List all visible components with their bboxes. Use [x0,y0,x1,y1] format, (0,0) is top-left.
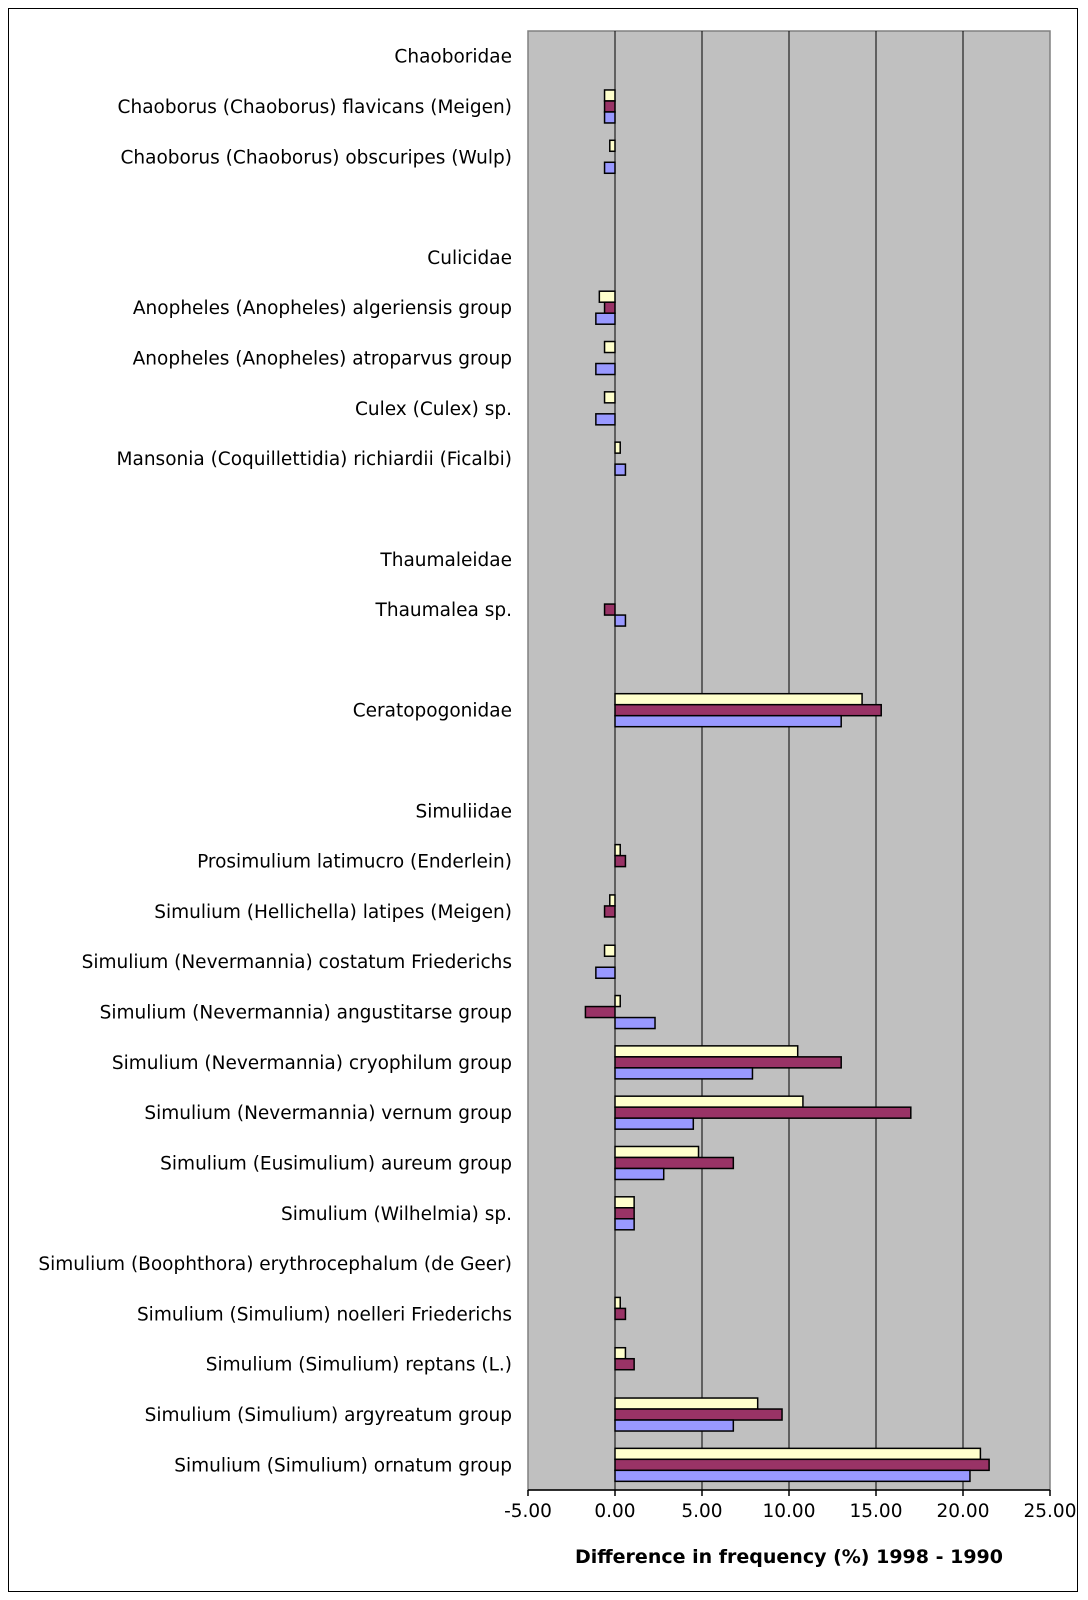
bar [614,1016,656,1030]
bar [603,301,616,314]
x-tick-label: 10.00 [763,1501,816,1522]
bar [595,966,616,979]
x-axis: -5.00 0.00 5.00 10.00 15.00 20.00 25.00 [504,1489,1077,1522]
bar [595,312,616,325]
bar [614,714,842,728]
bar [614,1346,627,1360]
category-label: Chaoborus (Chaoborus) obscuripes (Wulp) [120,147,512,168]
bar [614,994,621,1008]
category-label: Simulium (Simulium) argyreatum group [145,1405,512,1426]
bar [614,1056,842,1069]
category-label: Simulium (Nevermannia) vernum group [144,1103,512,1124]
bar [614,1397,759,1410]
category-label: Simulium (Simulium) noelleri Friederichs [137,1304,512,1325]
bar [603,340,616,354]
category-label: Simulium (Hellichella) latipes (Meigen) [154,902,512,923]
bar [614,1296,621,1310]
bar [614,1095,804,1108]
category-label: Anopheles (Anopheles) algeriensis group [133,298,512,319]
category-label: Thaumalea sp. [375,600,512,621]
bar [603,905,616,918]
bar [595,413,616,426]
bar [614,1117,695,1130]
category-label: Simuliidae [415,801,512,822]
x-axis-title: Difference in frequency (%) 1998 - 1990 [575,1546,1003,1568]
category-label: Simulium (Wilhelmia) sp. [281,1204,512,1225]
gridlines [614,31,964,1490]
x-tick-label: 20.00 [937,1501,990,1522]
bars [584,89,990,1483]
bar [595,362,616,376]
x-tick-label: -5.00 [504,1501,552,1522]
bar [603,111,616,124]
bar [614,1408,783,1421]
bar [603,89,616,102]
bar [614,1167,665,1181]
category-labels: Chaoboridae Chaoborus (Chaoborus) flavica… [38,47,512,1477]
bar [614,843,621,857]
bar [614,1469,971,1483]
category-label: Simulium (Nevermannia) costatum Friederi… [82,952,512,973]
bar [603,944,616,957]
bar [598,290,616,303]
bar [603,391,616,404]
bar [614,1447,982,1461]
category-label: Ceratopogonidae [353,701,512,722]
bar [614,1045,799,1058]
bar [614,1145,700,1159]
bar [584,1005,616,1019]
bar [603,100,616,113]
bar [614,1156,735,1170]
bar [614,1207,635,1220]
category-label: Simulium (Simulium) reptans (L.) [206,1355,512,1376]
bar [614,463,627,476]
category-label: Simulium (Simulium) ornatum group [174,1455,512,1476]
bar [609,894,616,907]
x-tick-label: 5.00 [681,1501,722,1522]
category-label: Simulium (Eusimulium) aureum group [160,1153,512,1174]
category-label: Culex (Culex) sp. [355,399,512,420]
bar [614,1218,635,1231]
category-label: Prosimulium latimucro (Enderlein) [197,852,512,873]
bar [603,161,616,175]
category-label: Simulium (Nevermannia) angustitarse grou… [100,1003,512,1024]
bar [603,603,616,616]
bar [614,1067,754,1080]
bar [614,1196,635,1209]
bar [614,703,882,717]
category-label: Thaumaleidae [379,550,512,571]
bar [614,692,863,706]
bar [614,1106,912,1119]
x-tick-label: 0.00 [594,1501,635,1522]
bar [609,139,616,153]
x-tick-label: 25.00 [1024,1501,1077,1522]
bar [614,1307,627,1321]
bar [614,1458,990,1472]
category-label: Mansonia (Coquillettidia) richiardii (Fi… [117,449,512,470]
bar [614,614,627,627]
category-label: Simulium (Boophthora) erythrocephalum (d… [38,1254,512,1275]
x-tick-label: 15.00 [850,1501,903,1522]
bar [614,441,621,454]
bar [614,1419,735,1432]
category-label: Chaoborus (Chaoborus) flavicans (Meigen) [118,97,512,118]
category-label: Chaoboridae [394,47,512,68]
bar [614,1357,635,1371]
category-label: Anopheles (Anopheles) atroparvus group [133,349,512,370]
category-label: Simulium (Nevermannia) cryophilum group [112,1053,512,1074]
bar [614,854,627,868]
category-label: Culicidae [427,248,512,269]
